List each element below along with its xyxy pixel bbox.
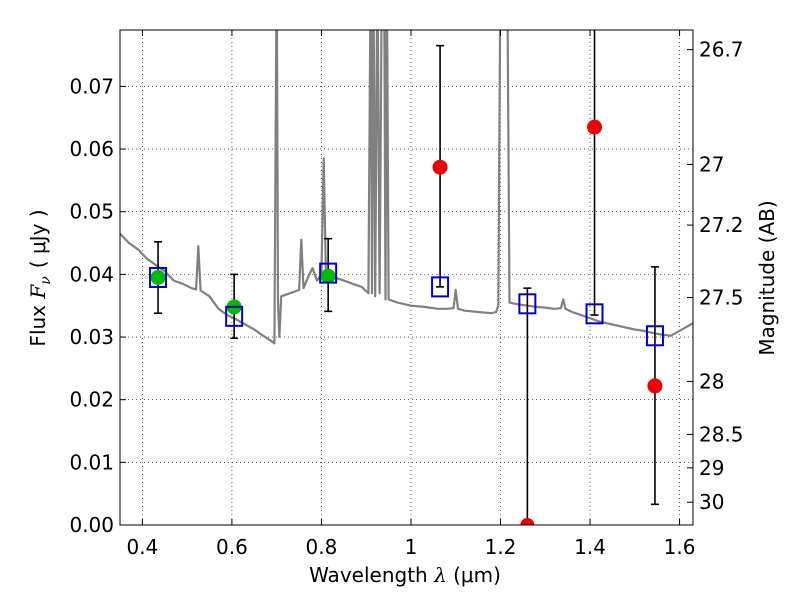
marker-layer (149, 119, 664, 394)
x-axis-label: Wavelength λ (μm) (309, 563, 501, 587)
model-point (319, 262, 338, 284)
y-tick-label: 0.04 (69, 262, 114, 286)
y-tick-label: 0.07 (69, 74, 114, 98)
y-tick-label: 0.05 (69, 200, 114, 224)
nondetection-point (587, 119, 603, 135)
model-point (149, 267, 168, 288)
model-point (645, 325, 664, 347)
x-tick-label: 1 (405, 535, 418, 559)
y-tick-label: 0.06 (69, 137, 114, 161)
x-tick-label: 0.8 (306, 535, 338, 559)
y2-tick-label: 29 (699, 456, 724, 480)
model-point (518, 293, 537, 315)
plot-frame (119, 29, 694, 526)
y2-axis-label: Magnitude (AB) (755, 200, 779, 355)
x-tick-label: 0.6 (216, 535, 248, 559)
x-tick-label: 0.4 (126, 535, 158, 559)
y2-tick-label: 27 (699, 152, 724, 176)
y2-tick-label: 28 (699, 369, 724, 393)
y-tick-label: 0.01 (69, 450, 114, 474)
x-tick-label: 1.6 (664, 535, 696, 559)
y-tick-label: 0.03 (69, 325, 114, 349)
y-axis-label: Flux Fν( μJy ) (26, 209, 54, 346)
y2-tick-label: 26.7 (699, 38, 744, 62)
grid-lines (120, 30, 693, 526)
y2-tick-label: 30 (699, 490, 724, 514)
y2-tick-label: 27.2 (699, 213, 744, 237)
axis-ticks: 0.4 0.6 0.8 1 1.2 1.4 1.6 0.00 0.01 0.02 0.03 0.04 0… (69, 30, 744, 559)
y-tick-label: 0.00 (69, 513, 114, 537)
detection-point (320, 268, 336, 284)
nondetection-point (432, 159, 448, 175)
x-tick-label: 1.4 (574, 535, 606, 559)
x-tick-label: 1.2 (485, 535, 517, 559)
y2-tick-label: 27.5 (699, 285, 744, 309)
nondetection-point (520, 518, 535, 525)
model-point (225, 305, 244, 327)
model-point (585, 303, 604, 325)
detection-point (150, 270, 166, 285)
nondetection-point (647, 378, 663, 394)
y-tick-label: 0.02 (69, 388, 114, 412)
model-point (431, 276, 450, 298)
edge-marker-layer (520, 518, 535, 525)
y2-tick-label: 28.5 (699, 422, 744, 446)
